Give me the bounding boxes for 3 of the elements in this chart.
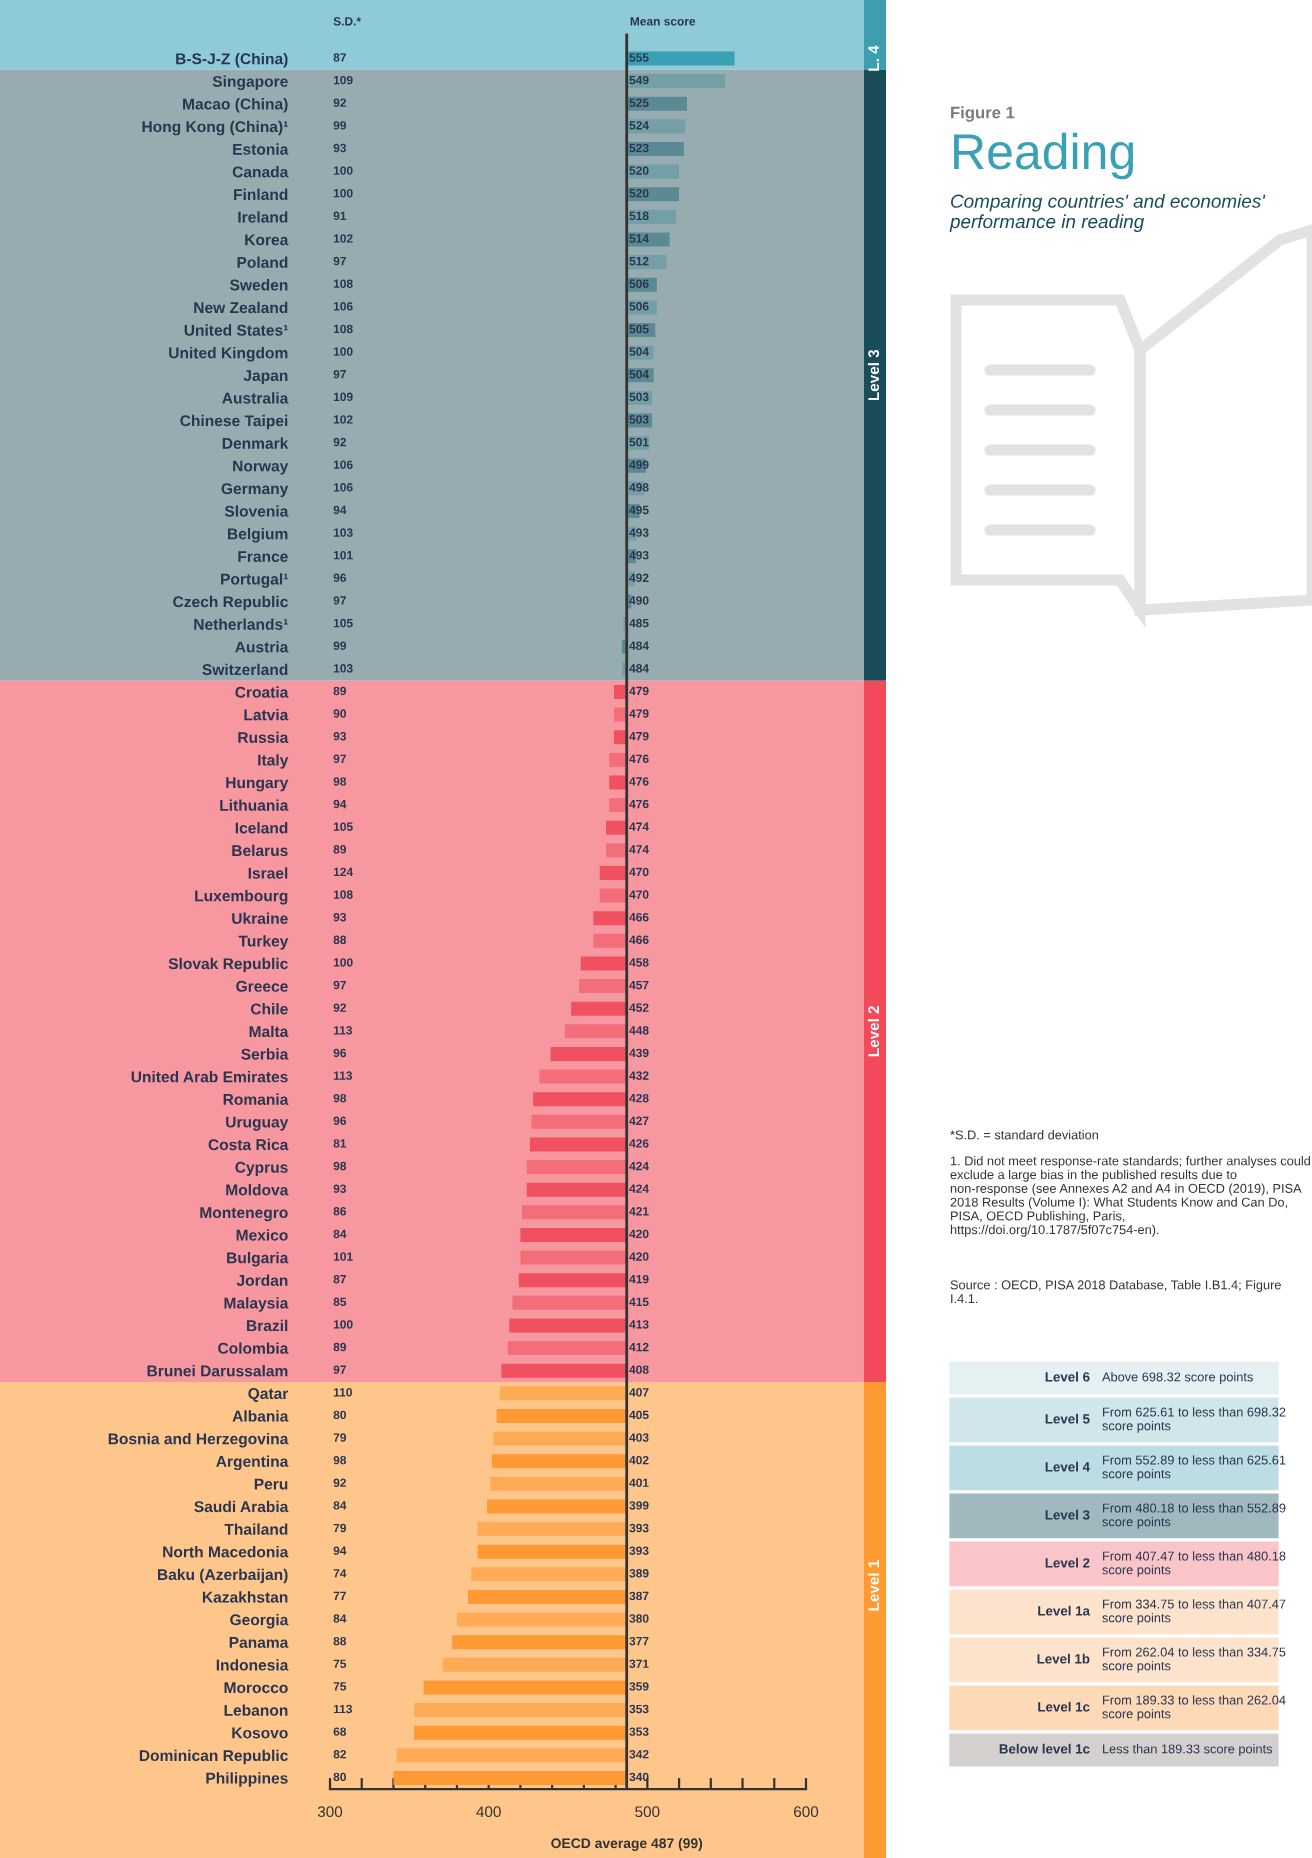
text: Reading: [954, 132, 1134, 180]
text: Comparing countries' and economies' performance in reading: [949, 194, 1266, 232]
caption: Figure 1: [951, 106, 1015, 122]
